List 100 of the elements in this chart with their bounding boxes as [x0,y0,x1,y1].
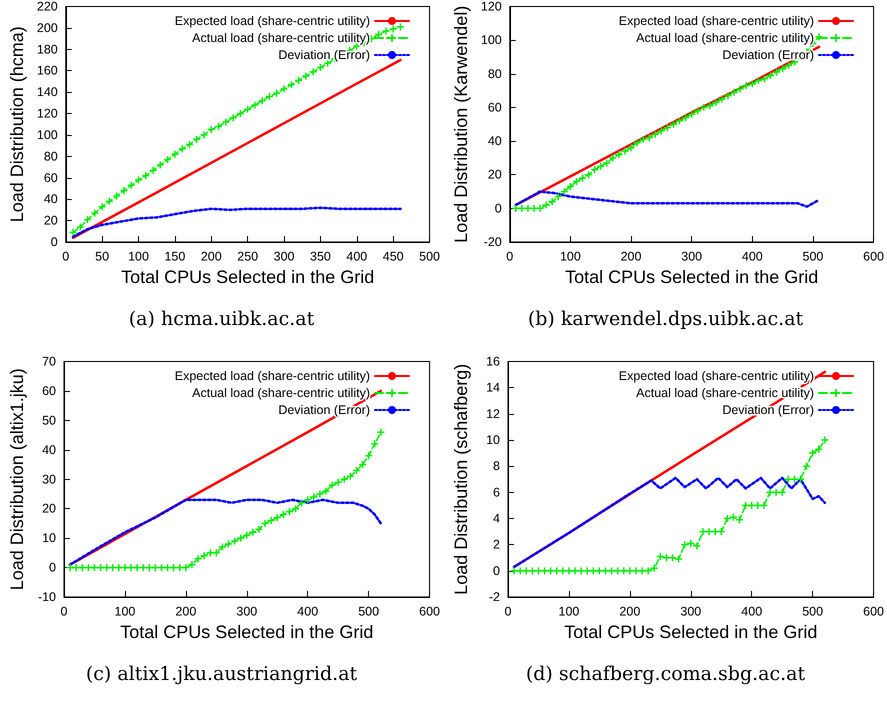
legend-label: Actual load (share-centric utility) [636,31,814,45]
point [222,118,230,126]
x-tick-label: 50 [95,250,110,264]
x-tick-label: 0 [504,604,512,618]
point [773,68,780,76]
x-axis-title: Total CPUs Selected in the Grid [565,267,818,287]
point [724,92,732,100]
x-tick-label: 100 [114,604,136,618]
point [243,532,250,539]
point [730,88,738,96]
point [84,216,92,224]
point [150,166,157,174]
point [736,85,744,92]
y-tick-label: 40 [488,134,502,148]
legend-label: Expected load (share-centric utility) [174,369,370,383]
point [578,567,585,574]
text: (d) schafberg.coma.sbg.ac.at [524,663,806,685]
point [212,549,220,556]
point [541,567,548,574]
point [390,25,397,32]
point [603,159,610,166]
x-tick-label: 350 [310,250,331,264]
y-tick-label: 60 [488,100,502,114]
x-tick-label: 300 [680,604,702,618]
point [142,172,150,180]
x-tick-label: 300 [274,250,295,264]
y-tick-label: 200 [36,20,58,35]
y-tick-label: 40 [44,192,58,206]
point [524,204,532,212]
x-tick-label: 500 [802,604,824,618]
y-tick-label: 50 [42,413,56,428]
legend-label: Actual load (share-centric utility) [192,386,370,400]
point [730,514,737,521]
point [620,567,628,574]
point [134,564,141,572]
point [316,490,324,498]
x-tick-label: 600 [419,604,440,618]
y-tick-label: 0 [493,564,500,578]
point [97,564,104,572]
point [547,567,554,574]
point [298,499,306,506]
y-axis-title: Load Distribution (altix1.jku) [7,368,27,590]
point [566,182,574,190]
point [772,488,780,496]
point [760,502,768,509]
y-tick-label: 160 [36,64,58,78]
point [258,97,266,104]
y-tick-label: -20 [484,235,502,249]
y-tick-label: 60 [44,170,58,185]
point [658,127,665,134]
point [280,511,287,518]
point [280,85,288,92]
point [72,564,80,572]
point [626,567,634,574]
point [682,114,690,122]
point [340,476,348,483]
point [596,567,603,574]
point [84,564,92,572]
y-tick-label: 10 [42,531,56,546]
point [106,198,113,205]
point [310,68,317,76]
point [560,188,568,196]
x-tick-label: 100 [128,250,149,264]
x-tick-label: 0 [62,250,70,264]
point [815,446,822,453]
y-tick-label: 2 [493,538,500,552]
point [510,567,518,574]
y-tick-label: 20 [44,214,58,228]
x-tick-label: 300 [236,604,258,618]
y-axis-title: Load Distribution (schafberg) [451,364,471,595]
y-tick-label: 30 [42,472,56,486]
point [646,134,653,142]
y-tick-label: 140 [36,85,58,100]
point [382,28,390,35]
point [590,567,597,574]
point [650,564,658,572]
point [140,564,147,572]
point [171,150,178,158]
point [103,564,110,572]
y-tick-label: 120 [36,106,58,121]
x-axis-title: Total CPUs Selected in the Grid [564,622,818,642]
point [164,564,172,572]
point [268,516,275,524]
point [115,564,122,572]
y-tick-label: 120 [480,0,502,14]
point [528,567,536,574]
y-tick-label: 100 [36,128,58,142]
point [371,440,378,448]
point [706,528,713,536]
x-axis-title: Total CPUs Selected in the Grid [120,622,374,642]
point [286,508,293,516]
y-tick-label: 10 [486,433,500,447]
point [274,514,281,522]
point [302,72,310,80]
legend-label: Expected load (share-centric utility) [618,14,814,28]
point [748,80,756,88]
point [266,92,273,100]
point [292,505,300,512]
point [156,161,164,168]
point [656,552,664,560]
